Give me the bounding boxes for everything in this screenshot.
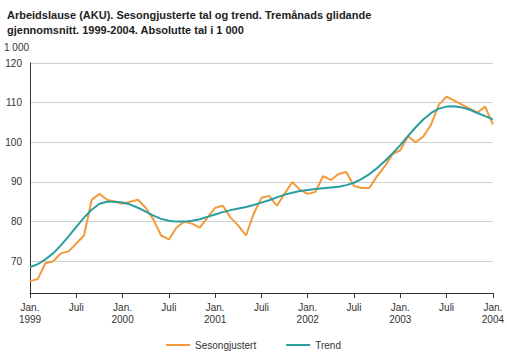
svg-text:120: 120 [5, 58, 22, 69]
svg-text:70: 70 [11, 256, 23, 267]
svg-text:100: 100 [5, 137, 22, 148]
svg-text:Juli: Juli [347, 302, 362, 313]
svg-text:Juli: Juli [69, 302, 84, 313]
svg-text:2003: 2003 [389, 314, 412, 325]
svg-text:110: 110 [6, 97, 22, 108]
svg-text:Juli: Juli [254, 302, 269, 313]
svg-text:Juli: Juli [439, 302, 454, 313]
svg-text:2001: 2001 [204, 314, 227, 325]
svg-text:2004: 2004 [482, 314, 505, 325]
svg-text:2002: 2002 [297, 314, 320, 325]
svg-text:1999: 1999 [19, 314, 42, 325]
svg-text:Jan.: Jan. [483, 302, 502, 313]
svg-text:2000: 2000 [111, 314, 134, 325]
svg-text:Sesongjustert: Sesongjustert [195, 340, 256, 351]
svg-text:gjennomsnitt. 1999-2004. Absol: gjennomsnitt. 1999-2004. Absolutte tal i… [7, 24, 244, 36]
svg-text:Arbeidslause (AKU). Sesongjust: Arbeidslause (AKU). Sesongjusterte tal o… [7, 9, 371, 21]
svg-text:Juli: Juli [161, 302, 176, 313]
svg-text:Trend: Trend [315, 340, 341, 351]
svg-text:Jan.: Jan. [21, 302, 40, 313]
svg-text:90: 90 [11, 176, 23, 187]
svg-text:Jan.: Jan. [113, 302, 132, 313]
svg-text:Jan.: Jan. [206, 302, 225, 313]
svg-text:Jan.: Jan. [298, 302, 317, 313]
svg-text:80: 80 [11, 216, 23, 227]
svg-text:1 000: 1 000 [4, 42, 29, 53]
svg-text:Jan.: Jan. [391, 302, 410, 313]
